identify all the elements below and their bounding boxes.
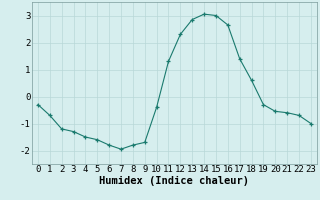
- X-axis label: Humidex (Indice chaleur): Humidex (Indice chaleur): [100, 176, 249, 186]
